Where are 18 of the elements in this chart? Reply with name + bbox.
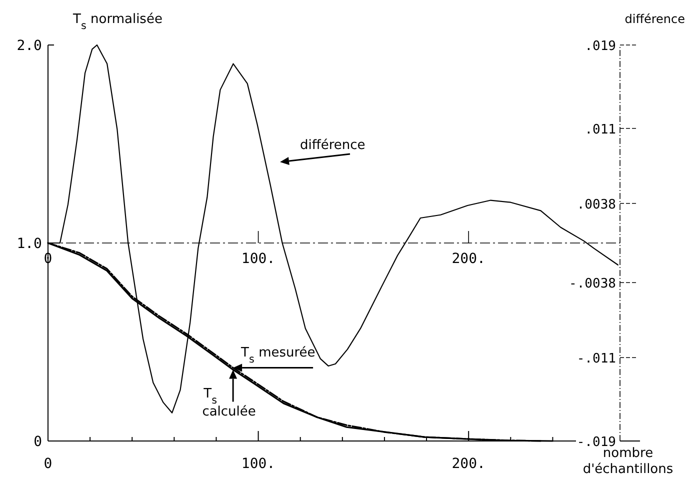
y2-axis-title: différence [624,12,685,26]
y-tick-label: 0 [34,434,42,450]
y-tick-label: 1.0 [16,236,42,252]
x2-tick-label: 100. [241,251,276,267]
y2-tick-label: -.011 [576,352,616,367]
x-tick-label: 200. [452,456,486,472]
y2-tick-label: .019 [584,39,616,54]
x-tick-label: 0 [44,456,52,472]
annotation: T$_{s}$ mesurée [240,346,316,366]
annotation: T$_{s}$ calculée [202,386,256,420]
y-tick-label: 2.0 [16,38,42,54]
x-tick-label: 100. [241,456,276,472]
y2-tick-label: -.0038 [569,276,616,292]
y2-tick-label: .011 [584,122,616,138]
y2-tick-label: .0038 [576,197,616,212]
y-axis-title: T$_{s}$ normalisée [72,12,162,32]
x2-tick-label: 200. [452,251,486,267]
annotation: différence [300,138,366,153]
